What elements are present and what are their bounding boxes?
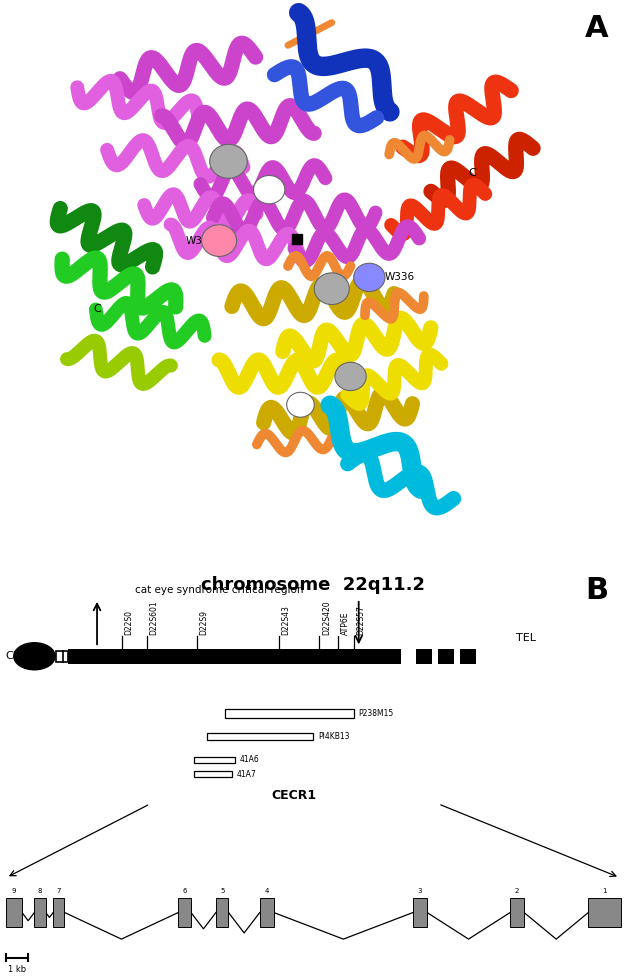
Bar [194, 771, 232, 777]
Text: B: B [585, 576, 608, 605]
Circle shape [210, 144, 247, 179]
Text: D22S9: D22S9 [200, 610, 208, 635]
Text: PI4KB13: PI4KB13 [318, 732, 349, 741]
Text: 7: 7 [56, 888, 61, 894]
Text: W336: W336 [385, 272, 415, 282]
Text: A: A [585, 14, 609, 43]
Text: D22S57: D22S57 [356, 605, 365, 635]
Bar [260, 898, 274, 927]
Text: 1: 1 [602, 888, 607, 894]
Bar [178, 898, 191, 927]
Text: 3: 3 [418, 888, 423, 894]
Text: chromosome  22q11.2: chromosome 22q11.2 [201, 576, 425, 594]
Text: D22S0: D22S0 [125, 610, 133, 635]
Circle shape [314, 273, 349, 305]
Text: cat eye syndrome critical region: cat eye syndrome critical region [135, 585, 304, 594]
Text: D22S43: D22S43 [281, 605, 290, 635]
Text: ATP6E: ATP6E [341, 611, 349, 635]
Text: 6: 6 [182, 888, 187, 894]
Circle shape [14, 643, 55, 670]
Text: TEL: TEL [516, 632, 536, 643]
Bar [207, 733, 313, 741]
Circle shape [287, 392, 314, 417]
Text: P238M15: P238M15 [359, 709, 394, 717]
Text: C: C [469, 168, 476, 178]
Text: 1 kb: 1 kb [8, 965, 26, 974]
Text: 5: 5 [220, 888, 224, 894]
Circle shape [254, 176, 285, 204]
Text: 4: 4 [265, 888, 269, 894]
Bar [460, 649, 476, 664]
Text: 9: 9 [12, 888, 16, 894]
Text: 2: 2 [515, 888, 519, 894]
Bar [53, 898, 64, 927]
Text: CEN: CEN [6, 651, 28, 662]
Text: C: C [93, 304, 101, 313]
Bar [225, 709, 354, 717]
Bar [68, 649, 401, 664]
Bar [588, 898, 621, 927]
Bar [510, 898, 524, 927]
Bar [6, 898, 22, 927]
Text: 41A6: 41A6 [240, 755, 260, 764]
Bar [56, 651, 68, 662]
Bar [216, 898, 228, 927]
Bar [413, 898, 427, 927]
Circle shape [202, 224, 237, 257]
Text: D22S420: D22S420 [322, 600, 331, 635]
Circle shape [335, 362, 366, 390]
Text: D22S601: D22S601 [150, 600, 158, 635]
Bar [34, 898, 46, 927]
Text: 8: 8 [38, 888, 43, 894]
Text: 41A7: 41A7 [237, 770, 257, 779]
Bar [438, 649, 454, 664]
Bar [416, 649, 432, 664]
Bar [194, 757, 235, 763]
Text: CECR1: CECR1 [272, 790, 317, 802]
Text: W336: W336 [186, 235, 216, 246]
Circle shape [354, 264, 385, 292]
